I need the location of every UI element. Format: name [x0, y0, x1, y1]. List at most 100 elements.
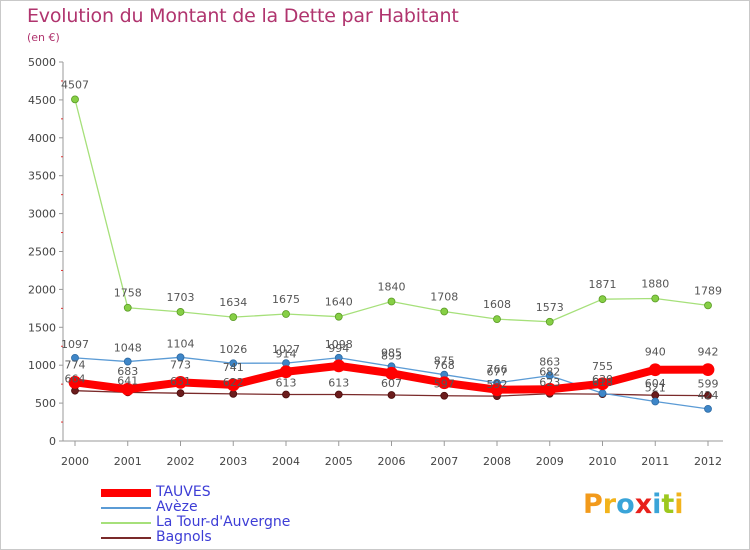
data-point	[598, 389, 607, 398]
data-labels: 774 683 773 741 914 994 893 768 677 682 755 940 942 1…	[61, 78, 722, 401]
logo-letter: r	[602, 489, 617, 520]
y-tick-label: 3500	[28, 170, 56, 183]
data-point	[282, 310, 290, 318]
data-label: 664	[65, 373, 86, 386]
data-point	[229, 313, 238, 322]
data-point	[545, 371, 554, 380]
logo-letter: P	[583, 489, 603, 520]
data-point	[68, 375, 82, 389]
logo-letter: o	[616, 489, 635, 520]
axes: 0 500 1000 1500 2000 2500 3000 3500 4000 4500 5000…	[28, 56, 723, 468]
y-tick-label: 5000	[28, 56, 56, 69]
data-point	[279, 365, 293, 379]
legend-swatch	[101, 521, 151, 524]
data-point	[176, 389, 185, 398]
data-point	[651, 294, 660, 303]
y-tick-label: 4000	[28, 132, 56, 145]
data-label: 1098	[325, 338, 353, 351]
data-point	[334, 312, 343, 321]
data-label: 521	[645, 382, 666, 395]
data-label: 1871	[589, 278, 617, 291]
data-label: 613	[328, 377, 349, 390]
data-point	[701, 363, 715, 376]
data-point	[704, 301, 712, 310]
data-label: 741	[223, 361, 244, 374]
y-tick-label: 3000	[28, 208, 56, 221]
data-label: 755	[592, 360, 613, 373]
legend-swatch	[101, 488, 151, 497]
data-label: 1840	[378, 281, 406, 294]
data-label: 766	[487, 363, 508, 376]
data-label: 604	[645, 377, 666, 390]
data-point	[123, 303, 132, 312]
series-layer	[68, 95, 715, 413]
data-label: 1573	[536, 301, 564, 314]
data-label: 1789	[694, 284, 722, 297]
data-point	[174, 376, 187, 389]
data-label: 631	[170, 375, 191, 388]
x-tick-label: 2004	[272, 455, 300, 468]
data-point	[71, 95, 79, 104]
data-label: 875	[434, 355, 455, 368]
x-tick-label: 2006	[378, 455, 406, 468]
x-tick-label: 2005	[325, 455, 353, 468]
data-label: 622	[223, 376, 244, 389]
data-point	[282, 390, 290, 399]
y-tick-label: 2500	[28, 246, 56, 259]
data-label: 613	[276, 377, 297, 390]
data-label: 1675	[272, 293, 300, 306]
data-label: 4507	[61, 78, 89, 91]
data-point	[332, 359, 346, 373]
data-label: 592	[487, 378, 508, 391]
data-point	[71, 353, 79, 362]
legend-swatch	[101, 506, 151, 509]
data-point	[543, 382, 557, 396]
data-label: 677	[487, 366, 508, 379]
data-label: 424	[698, 389, 719, 402]
data-point	[545, 317, 554, 326]
chart-title: Evolution du Montant de la Dette par Hab…	[27, 5, 459, 27]
data-label: 774	[65, 358, 86, 371]
x-tick-label: 2002	[167, 455, 195, 468]
legend-swatch	[101, 536, 151, 539]
data-point	[229, 389, 238, 398]
data-point	[493, 315, 501, 324]
data-label: 1708	[430, 291, 458, 304]
x-tick-label: 2003	[219, 455, 247, 468]
data-label: 773	[170, 358, 191, 371]
data-label: 1880	[641, 277, 669, 290]
data-point	[226, 378, 240, 392]
legend-label: Avèze	[156, 499, 198, 515]
data-point	[387, 391, 396, 399]
data-label: 1104	[167, 337, 195, 350]
data-label: 893	[381, 349, 402, 362]
data-point	[596, 377, 609, 391]
logo-letter: x	[634, 489, 653, 520]
data-label: 1048	[114, 342, 142, 355]
data-point	[490, 383, 504, 397]
data-label: 1634	[219, 296, 247, 309]
data-point	[176, 308, 185, 316]
data-point	[440, 391, 449, 400]
data-label: 994	[328, 342, 349, 355]
y-tick-label: 1000	[28, 359, 56, 372]
data-label: 1026	[219, 343, 247, 356]
x-tick-label: 2012	[694, 455, 722, 468]
data-label: 682	[539, 365, 560, 378]
data-point	[385, 366, 398, 380]
data-label: 914	[276, 348, 297, 361]
data-label: 618	[592, 376, 613, 389]
data-point	[651, 397, 660, 406]
data-label: 940	[645, 346, 666, 359]
data-label: 599	[698, 378, 719, 391]
data-label: 863	[539, 356, 560, 369]
x-tick-label: 2000	[61, 455, 89, 468]
data-label: 623	[539, 376, 560, 389]
data-label: 607	[381, 377, 402, 390]
data-point	[123, 357, 132, 366]
data-point	[176, 353, 185, 362]
data-label: 630	[592, 373, 613, 386]
legend-label: TAUVES	[156, 484, 211, 500]
logo-letter: i	[652, 489, 662, 520]
